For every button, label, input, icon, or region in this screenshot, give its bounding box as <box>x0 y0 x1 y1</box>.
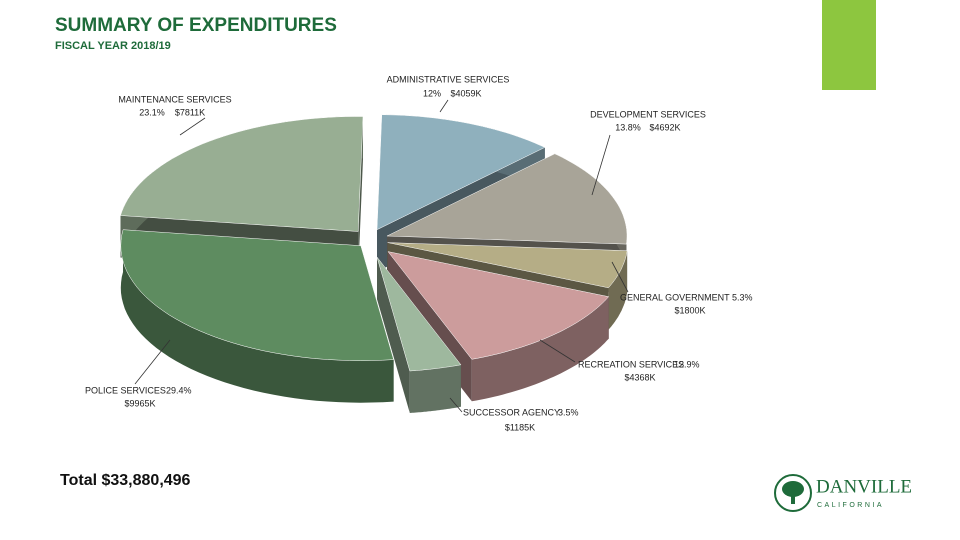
accent-block <box>822 0 876 90</box>
leader-line <box>179 117 206 136</box>
slice-percent: 12.9% <box>674 359 700 369</box>
pie-slice <box>120 116 364 232</box>
leader-line <box>449 397 463 413</box>
slice-amount: $4059K <box>450 88 481 98</box>
slice-amount: $1185K <box>505 422 535 432</box>
slice-name: RECREATION SERVICES <box>578 359 684 369</box>
slice-amount: $9965K <box>124 398 155 408</box>
logo-tree <box>782 481 804 497</box>
slice-radial-side <box>377 257 410 413</box>
slice-outer-side <box>409 364 461 413</box>
slice-outer-side <box>608 250 628 330</box>
slice-percent: 23.1% <box>139 107 165 117</box>
pie-slice <box>386 153 628 245</box>
leader-line <box>134 339 171 385</box>
slice-name: GENERAL GOVERNMENT <box>620 292 730 302</box>
slice-amount: $7811K <box>175 107 205 117</box>
slice-name: POLICE SERVICES <box>85 385 166 395</box>
slice-percent: 5.3% <box>732 292 753 302</box>
slice-amount: $1800K <box>674 305 705 315</box>
leader-line <box>611 261 629 293</box>
pie-slice <box>376 256 462 372</box>
logo-trunk <box>791 494 795 504</box>
pie-slice <box>387 242 628 289</box>
slice-name: MAINTENANCE SERVICES <box>118 94 231 104</box>
pie-slice <box>376 114 546 231</box>
pie-slice <box>120 229 394 361</box>
logo: DANVILLE CALIFORNIA <box>774 474 912 512</box>
title: SUMMARY OF EXPENDITURES <box>55 15 337 36</box>
logo-name: DANVILLE <box>816 476 912 497</box>
slice-percent: 12% <box>423 88 441 98</box>
slice-outer-side <box>471 296 609 402</box>
pie-slice <box>387 251 610 360</box>
slice-percent: 29.4% <box>166 385 192 395</box>
subtitle: FISCAL YEAR 2018/19 <box>55 40 171 52</box>
logo-sub: CALIFORNIA <box>817 502 884 509</box>
leader-line <box>439 99 449 113</box>
leader-line <box>539 339 576 363</box>
logo-ring <box>774 474 812 512</box>
total: Total $33,880,496 <box>60 472 191 489</box>
slice-percent: 3.5% <box>558 407 579 417</box>
slice-name: SUCCESSOR AGENCY <box>463 407 560 417</box>
slice-amount: $4692K <box>649 122 680 132</box>
pie-tops <box>120 114 628 372</box>
slice-percent: 13.8% <box>615 122 641 132</box>
leader-line <box>591 134 611 196</box>
slice-name: ADMINISTRATIVE SERVICES <box>387 74 510 84</box>
slice-amount: $4368K <box>624 372 655 382</box>
slice-name: DEVELOPMENT SERVICES <box>590 109 706 119</box>
